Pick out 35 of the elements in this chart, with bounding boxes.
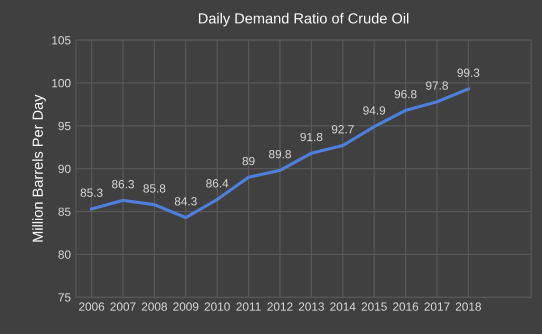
y-tick-label: 100 [52,78,71,88]
data-label: 97.8 [426,81,448,90]
y-axis-title: Million Barrels Per Day [32,94,46,242]
data-label: 96.8 [394,90,417,98]
data-label: 86.3 [112,180,134,188]
data-label: 89 [242,156,255,166]
x-tick-label: 2016 [393,302,418,311]
x-tick-label: 2017 [424,302,450,311]
data-label: 89.8 [268,150,291,158]
x-tick-label: 2014 [330,302,356,311]
data-label: 86.4 [206,179,228,188]
x-tick-label: 2009 [173,302,198,311]
y-tick-label: 90 [58,164,71,174]
x-tick-label: 2011 [236,302,261,311]
data-label: 99.3 [457,68,480,77]
x-tick-label: 2010 [204,302,230,311]
y-tick-label: 95 [58,122,71,130]
data-label: 91.8 [300,132,322,142]
data-label: 92.7 [332,125,354,134]
y-tick-label: 85 [58,208,71,216]
y-tick-label: 105 [52,36,71,44]
x-tick-label: 2012 [267,302,293,311]
data-label: 85.8 [143,184,166,193]
x-tick-label: 2015 [362,302,387,311]
x-tick-label: 2013 [298,302,324,311]
x-tick-label: 2018 [456,302,481,311]
x-tick-label: 2006 [79,302,104,311]
x-tick-label: 2008 [142,302,167,311]
y-tick-label: 80 [58,250,71,259]
y-tick-label: 75 [58,293,71,302]
data-label: 85.3 [80,188,103,197]
chart-title: Daily Demand Ratio of Crude Oil [198,12,408,26]
x-tick-label: 2007 [110,302,136,311]
data-label: 84.3 [174,197,197,206]
data-label: 94.9 [363,106,386,115]
